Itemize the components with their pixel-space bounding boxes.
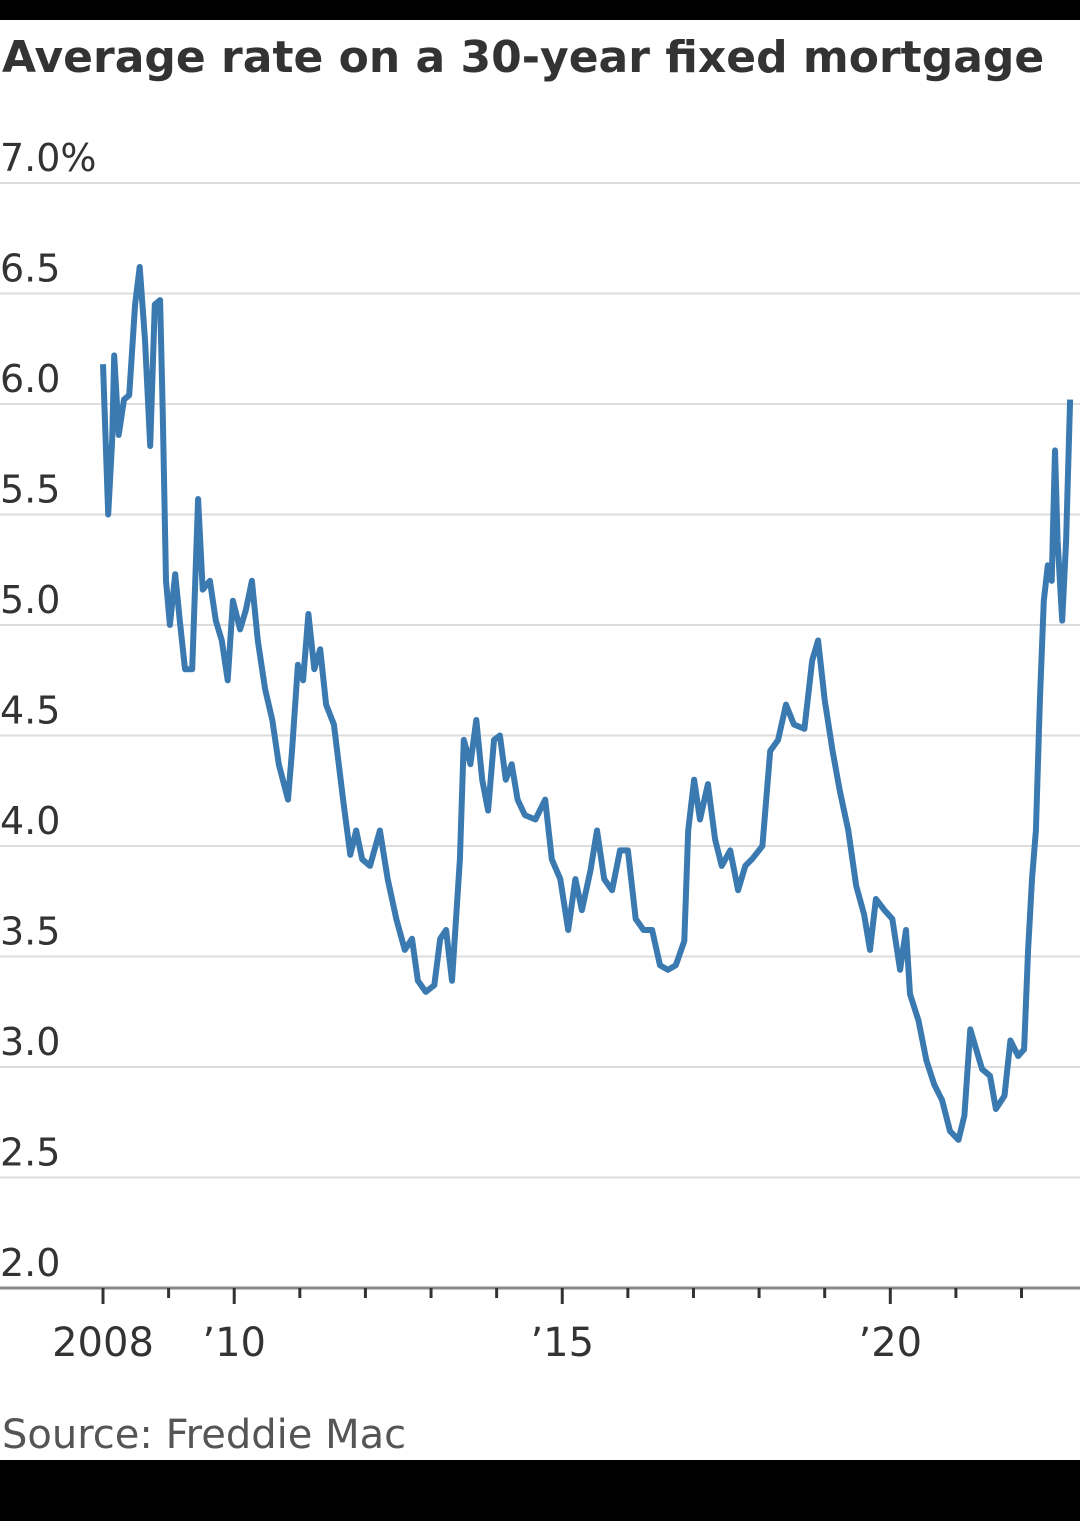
- y-tick-label: 7.0%: [0, 136, 97, 180]
- x-tick-label: 2008: [52, 1320, 154, 1366]
- x-tick-label: ’10: [202, 1320, 266, 1366]
- chart-title: Average rate on a 30-year fixed mortgage: [2, 32, 1044, 83]
- background: [0, 20, 1080, 1460]
- y-tick-label: 3.0: [0, 1020, 60, 1064]
- x-tick-label: ’15: [530, 1320, 594, 1366]
- y-tick-label: 2.5: [0, 1131, 60, 1175]
- y-tick-label: 4.5: [0, 689, 60, 733]
- y-tick-label: 4.0: [0, 799, 60, 843]
- y-tick-label: 6.5: [0, 247, 60, 291]
- y-tick-label: 5.5: [0, 468, 60, 512]
- source: Source: Freddie Mac: [2, 1412, 406, 1458]
- x-tick-label: ’20: [858, 1320, 922, 1366]
- y-tick-label: 2.0: [0, 1241, 60, 1285]
- series-line: [100, 264, 1074, 1143]
- y-tick-label: 6.0: [0, 357, 60, 401]
- y-tick-label: 5.0: [0, 578, 60, 622]
- y-tick-label: 3.5: [0, 910, 60, 954]
